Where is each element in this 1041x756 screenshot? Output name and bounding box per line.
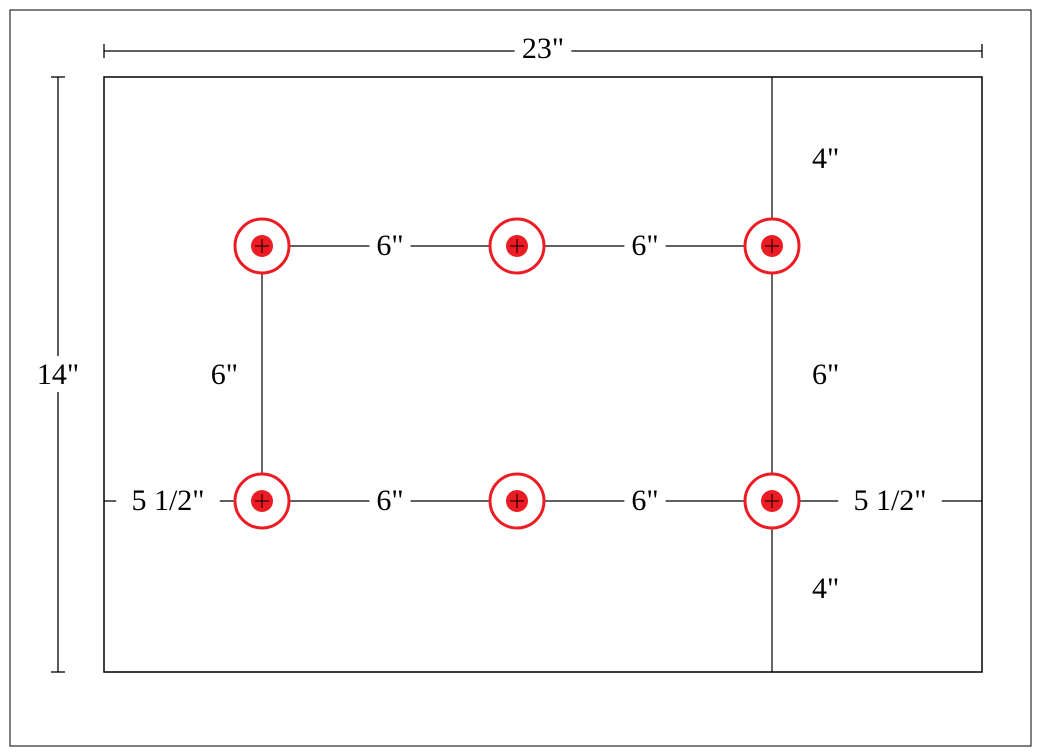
label-width_23: 23" xyxy=(522,32,564,65)
label-vert_6_r: 6" xyxy=(812,358,839,391)
label-vert_4_top: 4" xyxy=(812,142,839,175)
label-height_14: 14" xyxy=(37,358,79,391)
label-bot_5half_l: 5 1/2" xyxy=(131,484,204,517)
label-top_6_a: 6" xyxy=(376,229,403,262)
label-bot_6_a: 6" xyxy=(376,484,403,517)
label-top_6_b: 6" xyxy=(631,229,658,262)
label-vert_4_bot: 4" xyxy=(812,572,839,605)
label-vert_6_l: 6" xyxy=(211,358,238,391)
label-bot_6_b: 6" xyxy=(631,484,658,517)
dimension-drawing: 23" 14" 6" 6" 5 1/2" 6" 6" 5 1/2" 6" 6" 4" 4" xyxy=(0,0,1041,756)
label-bot_5half_r: 5 1/2" xyxy=(853,484,926,517)
